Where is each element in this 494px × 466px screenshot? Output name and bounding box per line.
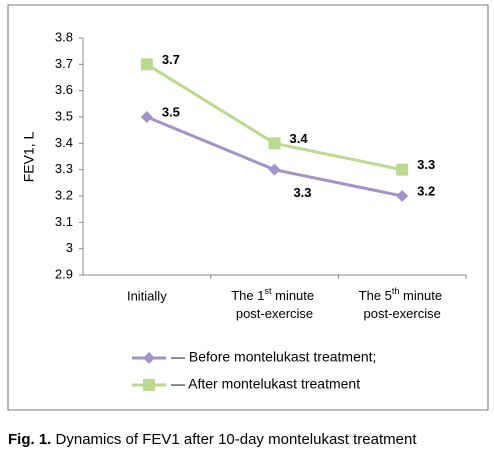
y-tick-label: 2.9 bbox=[55, 266, 73, 281]
y-axis-label: FEV1, L bbox=[21, 132, 37, 183]
y-tick-label: 3.5 bbox=[55, 108, 73, 123]
point bbox=[396, 163, 409, 176]
legend-marker bbox=[143, 352, 155, 364]
data-label: 3.3 bbox=[293, 185, 311, 200]
frame bbox=[7, 4, 489, 411]
caption-label: Fig. 1. bbox=[8, 431, 51, 448]
x-tick-label: The 5th minute post-exercise bbox=[359, 286, 446, 321]
point bbox=[140, 111, 153, 123]
y-tick-label: 3.3 bbox=[55, 161, 73, 176]
legend-marker bbox=[143, 379, 155, 391]
y-tick-label: 3.7 bbox=[55, 56, 73, 71]
y-tick-label: 3 bbox=[66, 240, 73, 255]
data-label: 3.7 bbox=[162, 52, 180, 67]
point bbox=[268, 163, 281, 176]
series-line bbox=[146, 115, 403, 198]
y-tick-label: 3.1 bbox=[55, 214, 73, 229]
y-tick-label: 3.4 bbox=[55, 135, 73, 150]
x-tick-label: Initially bbox=[127, 288, 167, 303]
x-tick-label: The 1st minute post-exercise bbox=[231, 286, 318, 321]
data-label: 3.3 bbox=[417, 157, 435, 172]
caption-text: Dynamics of FEV1 after 10-day montelukas… bbox=[56, 431, 418, 448]
data-label: 3.2 bbox=[417, 183, 435, 198]
y-tick-label: 3.2 bbox=[55, 187, 73, 202]
legend-label: — Before montelukast treatment; bbox=[171, 349, 376, 365]
y-tick-label: 3.8 bbox=[55, 29, 73, 44]
data-label: 3.5 bbox=[162, 104, 180, 119]
y-tick-label: 3.6 bbox=[55, 82, 73, 97]
point bbox=[268, 137, 281, 150]
data-label: 3.4 bbox=[290, 131, 309, 146]
point bbox=[396, 190, 409, 202]
legend-label: — After montelukast treatment bbox=[171, 376, 360, 392]
caption: Fig. 1. Dynamics of FEV1 after 10-day mo… bbox=[8, 431, 417, 448]
point bbox=[140, 58, 153, 71]
series-line bbox=[146, 63, 403, 172]
